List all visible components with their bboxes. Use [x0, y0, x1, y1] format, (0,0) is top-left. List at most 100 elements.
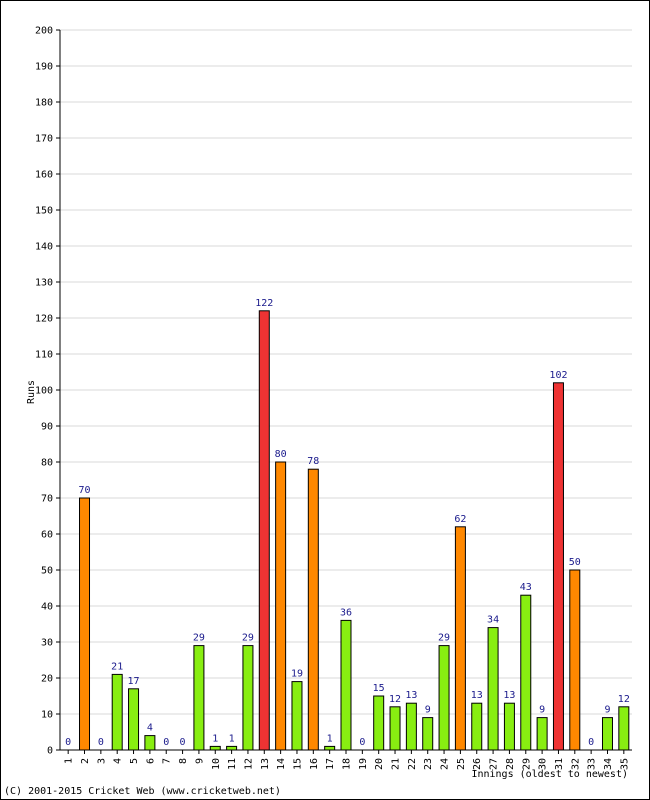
bar [520, 594, 532, 751]
y-tick-label: 20 [41, 674, 53, 685]
data-label: 0 [180, 737, 186, 748]
x-tick-label: 4 [113, 758, 124, 764]
data-label: 19 [291, 669, 303, 680]
data-label: 70 [78, 485, 90, 496]
y-tick-label: 110 [35, 350, 53, 361]
x-axis-ticks: 1 2 3 4 5 6 7 8 9 10 11 12 13 14 15 16 17 18 19 20 21 22 23 24 2… [64, 750, 630, 770]
data-label: 17 [128, 676, 140, 687]
x-tick-label: 15 [292, 758, 303, 770]
data-label: 29 [242, 633, 254, 644]
y-axis-ticks: 0 10 20 30 40 50 60 70 80 90 100 110 120 130 140 150 160… [35, 26, 60, 757]
x-tick-label: 33 [587, 758, 598, 770]
data-label: 15 [373, 683, 385, 694]
x-tick-label: 13 [260, 758, 271, 770]
data-label: 1 [212, 733, 218, 744]
y-axis-label: Runs [26, 380, 37, 404]
x-tick-label: 9 [194, 758, 205, 764]
x-axis-label: Innings (oldest to newest) [471, 769, 628, 780]
x-tick-label: 29 [521, 758, 532, 770]
data-label: 78 [307, 456, 319, 467]
x-tick-label: 12 [243, 758, 254, 770]
data-label: 13 [405, 690, 417, 701]
x-tick-label: 31 [554, 758, 565, 770]
data-label: 9 [604, 705, 610, 716]
data-label: 13 [471, 690, 483, 701]
x-tick-label: 8 [178, 758, 189, 764]
bar [422, 717, 434, 751]
bar [471, 702, 483, 751]
x-tick-label: 30 [538, 758, 549, 770]
x-tick-label: 28 [505, 758, 516, 770]
y-tick-label: 50 [41, 566, 53, 577]
y-tick-label: 140 [35, 242, 53, 253]
data-label: 43 [520, 582, 532, 593]
x-tick-label: 34 [603, 758, 614, 770]
bar [405, 702, 417, 751]
bar [258, 310, 270, 751]
y-tick-label: 130 [35, 278, 53, 289]
bar [111, 673, 123, 751]
x-tick-label: 26 [472, 758, 483, 770]
data-label: 9 [539, 705, 545, 716]
data-label: 0 [163, 737, 169, 748]
x-tick-label: 25 [456, 758, 467, 770]
x-tick-label: 18 [342, 758, 353, 770]
x-tick-label: 5 [129, 758, 140, 764]
x-tick-label: 10 [211, 758, 222, 770]
y-tick-label: 160 [35, 170, 53, 181]
bar [552, 382, 564, 751]
y-tick-label: 190 [35, 62, 53, 73]
data-label: 12 [389, 694, 401, 705]
data-label: 9 [425, 705, 431, 716]
y-tick-label: 10 [41, 710, 53, 721]
x-tick-label: 19 [358, 758, 369, 770]
bar [536, 717, 548, 751]
data-label: 29 [438, 633, 450, 644]
x-tick-label: 22 [407, 758, 418, 770]
x-tick-label: 16 [309, 758, 320, 770]
x-tick-label: 20 [374, 758, 385, 770]
x-tick-label: 35 [619, 758, 630, 770]
copyright-credit: (C) 2001-2015 Cricket Web (www.cricketwe… [4, 786, 281, 797]
x-tick-label: 6 [145, 758, 156, 764]
y-tick-label: 80 [41, 458, 53, 469]
bar [454, 526, 466, 751]
bar [503, 702, 515, 751]
bar [601, 717, 613, 751]
bar [144, 735, 156, 751]
data-label: 36 [340, 607, 352, 618]
x-tick-label: 24 [440, 758, 451, 770]
data-label: 1 [327, 733, 333, 744]
y-tick-label: 40 [41, 602, 53, 613]
x-tick-label: 32 [570, 758, 581, 770]
y-tick-label: 0 [47, 746, 53, 757]
bars [79, 310, 630, 751]
bar [618, 706, 630, 751]
data-label: 0 [359, 737, 365, 748]
y-tick-label: 150 [35, 206, 53, 217]
bar [373, 695, 385, 751]
data-label: 4 [147, 723, 153, 734]
bar [209, 745, 221, 751]
bar [275, 461, 287, 751]
x-tick-label: 1 [64, 758, 75, 764]
data-label: 13 [503, 690, 515, 701]
y-tick-label: 180 [35, 98, 53, 109]
data-label: 34 [487, 615, 499, 626]
bar [193, 645, 205, 751]
x-tick-label: 23 [423, 758, 434, 770]
x-tick-label: 21 [391, 758, 402, 770]
data-label: 62 [454, 514, 466, 525]
bar [324, 745, 336, 751]
data-label: 80 [275, 449, 287, 460]
data-label: 102 [549, 370, 567, 381]
x-tick-label: 11 [227, 758, 238, 770]
bar [291, 681, 303, 751]
bar [487, 627, 499, 751]
data-label: 21 [111, 661, 123, 672]
y-tick-label: 120 [35, 314, 53, 325]
y-tick-label: 200 [35, 26, 53, 37]
data-label: 12 [618, 694, 630, 705]
